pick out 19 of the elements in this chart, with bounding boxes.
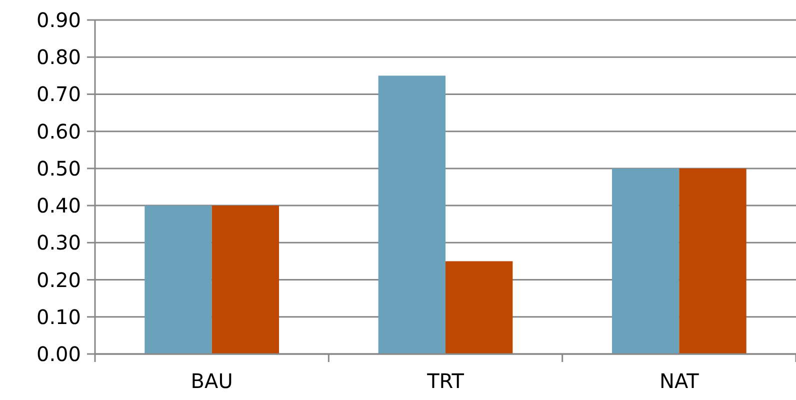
y-tick-label: 0.30	[36, 230, 81, 255]
y-tick-label: 0.50	[36, 156, 81, 180]
y-tick-label: 0.20	[36, 268, 81, 292]
y-tick-label: 0.90	[36, 8, 81, 32]
y-tick-label: 0.70	[36, 82, 81, 106]
bar	[144, 206, 212, 354]
y-tick-label: 0.10	[36, 304, 81, 329]
bar	[446, 261, 513, 354]
bar	[612, 168, 680, 354]
y-tick-label: 0.40	[36, 194, 81, 218]
x-tick-label: BAU	[190, 369, 233, 393]
y-tick-label: 0.60	[36, 119, 81, 144]
y-tick-label: 0.00	[36, 342, 81, 366]
bar	[212, 206, 280, 354]
x-tick-label: NAT	[660, 369, 700, 393]
x-tick-label: TRT	[426, 369, 465, 393]
bar	[679, 168, 746, 354]
y-tick-label: 0.80	[36, 45, 81, 70]
bar	[378, 76, 446, 354]
